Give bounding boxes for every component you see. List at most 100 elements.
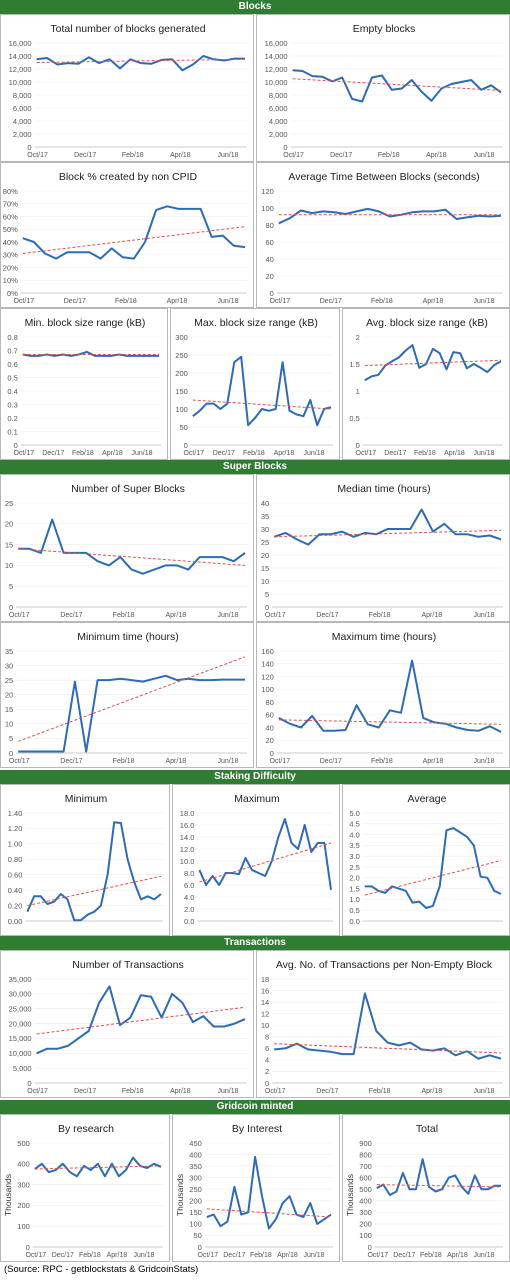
chart-panel: Average 0.0 0.5 1.0 1.5 2.0 2.5 3.0 3.5 4.0 4.5 5.0 bbox=[342, 784, 510, 936]
y-tick-label: 40% bbox=[3, 238, 18, 247]
x-tick-label: Oct/17 bbox=[13, 298, 34, 305]
y-tick-label: 15 bbox=[261, 564, 269, 573]
y-tick-label: 25 bbox=[261, 538, 269, 547]
section-header: Blocks bbox=[0, 0, 510, 14]
y-tick-label: 2,000 bbox=[13, 130, 32, 139]
chart-svg: Avg. No. of Transactions per Non-Empty B… bbox=[261, 959, 503, 1095]
series-line bbox=[18, 518, 246, 575]
trend-line bbox=[364, 860, 502, 896]
y-tick-label: 0 bbox=[27, 143, 31, 152]
chart-panel: Block % created by non CPID 0% 10% 20% 30% 40… bbox=[0, 162, 254, 308]
chart-panel: By Interest Thousands 0 50 100 150 200 250 300 35… bbox=[172, 1114, 340, 1262]
x-tick-label: Jun/18 bbox=[303, 1252, 324, 1259]
y-tick-label: 4 bbox=[265, 1056, 269, 1065]
y-tick-label: 50 bbox=[179, 423, 187, 432]
chart-panel: Maximum time (hours) 0 20 40 60 80 100 120 140 16… bbox=[256, 622, 510, 768]
y-tick-label: 100 bbox=[175, 405, 188, 414]
y-tick-label: 40 bbox=[265, 255, 273, 264]
y-tick-label: 80 bbox=[265, 698, 273, 707]
chart-title: By Interest bbox=[232, 1123, 282, 1135]
y-tick-label: 500 bbox=[17, 1139, 30, 1148]
y-tick-label: 10,000 bbox=[9, 78, 32, 87]
x-tick-label: Oct/17 bbox=[197, 1252, 218, 1259]
x-tick-label: Dec/17 bbox=[60, 612, 82, 619]
series-line bbox=[36, 985, 246, 1055]
y-tick-label: 0.40 bbox=[8, 886, 23, 895]
y-tick-label: 8,000 bbox=[269, 91, 288, 100]
chart-title: Average bbox=[408, 793, 447, 805]
chart-svg: Empty blocks 0 2,000 4,000 6,000 8,000 10,000 1… bbox=[265, 23, 503, 159]
chart-svg: Block % created by non CPID 0% 10% 20% 30% 40… bbox=[3, 171, 247, 305]
chart-svg: By Interest Thousands 0 50 100 150 200 250 300 35… bbox=[175, 1123, 333, 1259]
x-tick-label: Dec/17 bbox=[60, 758, 82, 765]
x-tick-label: Jun/18 bbox=[217, 758, 238, 765]
x-tick-label: Feb/18 bbox=[243, 450, 265, 457]
x-tick-label: Apr/18 bbox=[421, 612, 442, 619]
chart-title: Total bbox=[416, 1123, 438, 1135]
y-tick-label: 0.5 bbox=[349, 906, 359, 915]
x-tick-label: Feb/18 bbox=[414, 450, 436, 457]
series-line bbox=[22, 205, 246, 260]
trend-line bbox=[274, 529, 502, 538]
y-tick-label: 25 bbox=[5, 676, 13, 685]
chart-svg: Total Thousands 0 100 200 300 400 500 600 700 800 9… bbox=[345, 1123, 503, 1259]
trend-line bbox=[274, 1043, 502, 1054]
y-tick-label: 12,000 bbox=[9, 65, 32, 74]
y-tick-label: 6,000 bbox=[269, 104, 288, 113]
y-tick-label: 0.4 bbox=[7, 387, 17, 396]
y-tick-label: 15,000 bbox=[9, 1034, 32, 1043]
y-tick-label: 250 bbox=[189, 1185, 202, 1194]
y-tick-label: 0 bbox=[368, 1243, 372, 1252]
y-tick-label: 14,000 bbox=[265, 52, 288, 61]
y-tick-label: 15 bbox=[5, 705, 13, 714]
trend-line bbox=[34, 1165, 162, 1170]
y-tick-label: 10 bbox=[261, 577, 269, 586]
x-tick-label: Oct/17 bbox=[265, 612, 286, 619]
x-tick-label: Jun/18 bbox=[473, 758, 494, 765]
x-tick-label: Dec/17 bbox=[52, 1252, 74, 1259]
y-tick-label: 60% bbox=[3, 212, 18, 221]
chart-panel: Empty blocks 0 2,000 4,000 6,000 8,000 10,000 1… bbox=[256, 14, 510, 162]
y-tick-label: 12 bbox=[261, 1009, 269, 1018]
y-tick-label: 6,000 bbox=[13, 104, 32, 113]
chart-svg: Total number of blocks generated 0 2,000 4,… bbox=[9, 23, 247, 159]
trend-line bbox=[192, 399, 332, 410]
series-line bbox=[206, 1155, 332, 1230]
chart-title: Min. block size range (kB) bbox=[25, 317, 146, 329]
y-tick-label: 100 bbox=[261, 204, 274, 213]
x-tick-label: Apr/18 bbox=[165, 758, 186, 765]
x-tick-label: Apr/18 bbox=[102, 450, 123, 457]
x-tick-label: Jun/18 bbox=[473, 298, 494, 305]
y-tick-label: 4.0 bbox=[349, 830, 359, 839]
y-tick-label: 2 bbox=[356, 333, 360, 342]
chart-panel: Total Thousands 0 100 200 300 400 500 600 700 800 9… bbox=[342, 1114, 510, 1262]
chart-panel: Max. block size range (kB) 0 50 100 150 200 25… bbox=[170, 308, 340, 460]
trend-line bbox=[376, 1184, 502, 1188]
chart-title: Minimum time (hours) bbox=[77, 631, 179, 643]
y-tick-label: 10,000 bbox=[9, 1049, 32, 1058]
y-tick-label: 5.0 bbox=[349, 809, 359, 818]
x-tick-label: Apr/18 bbox=[426, 152, 447, 159]
x-tick-label: Jun/18 bbox=[217, 1088, 238, 1095]
y-tick-label: 4,000 bbox=[269, 117, 288, 126]
x-tick-label: Feb/18 bbox=[420, 1252, 442, 1259]
y-tick-label: 16,000 bbox=[265, 39, 288, 48]
y-tick-label: 250 bbox=[175, 351, 188, 360]
x-tick-label: Apr/18 bbox=[444, 450, 465, 457]
chart-title: Total number of blocks generated bbox=[50, 23, 205, 35]
x-tick-label: Apr/18 bbox=[165, 612, 186, 619]
y-tick-label: 0.1 bbox=[7, 427, 17, 436]
y-tick-label: 200 bbox=[175, 369, 188, 378]
y-tick-label: 0 bbox=[27, 1079, 31, 1088]
series-line bbox=[292, 69, 502, 103]
y-tick-label: 14,000 bbox=[9, 52, 32, 61]
y-tick-label: 40 bbox=[261, 499, 269, 508]
y-tick-label: 10 bbox=[261, 1021, 269, 1030]
y-tick-label: 20 bbox=[5, 520, 13, 529]
y-tick-label: 1.00 bbox=[8, 840, 23, 849]
y-tick-label: 18 bbox=[261, 975, 269, 984]
chart-svg: Average 0.0 0.5 1.0 1.52.0 2.5 3.0 3.5 4.04.5 5.0 bbox=[349, 793, 503, 926]
chart-svg: Number of Super Blocks 0 5 10 15 20 25 Oct/17 De… bbox=[5, 483, 247, 619]
y-tick-label: 16 bbox=[261, 986, 269, 995]
y-tick-label: 400 bbox=[189, 1150, 202, 1159]
